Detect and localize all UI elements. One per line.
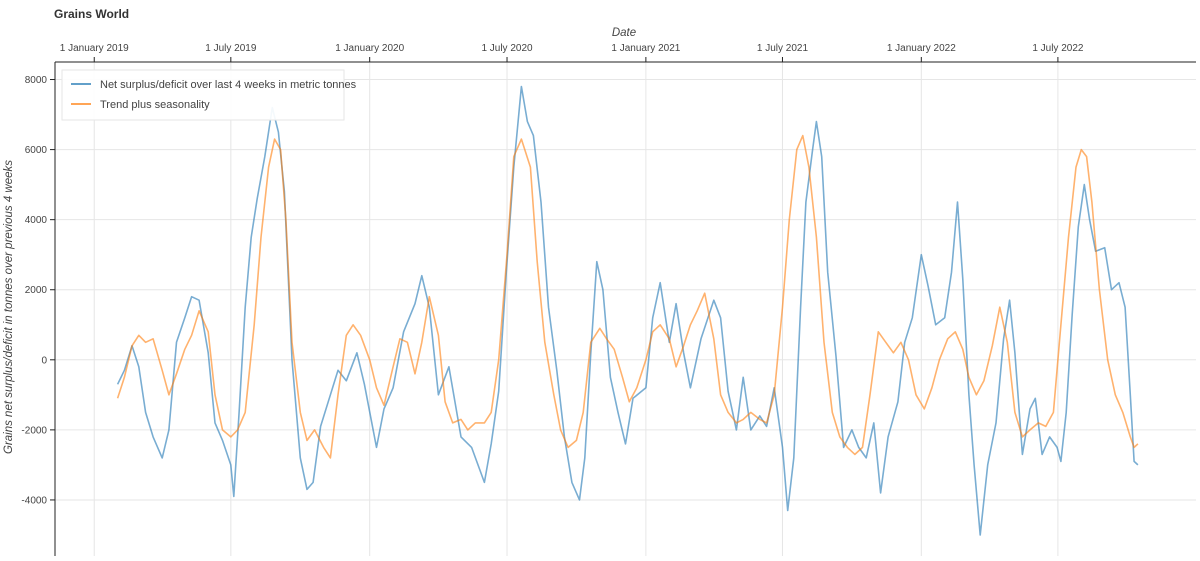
x-axis-label: Date (612, 27, 636, 39)
y-tick-label: 8000 (25, 75, 48, 86)
legend-item-2[interactable]: Trend plus seasonality (100, 99, 210, 111)
axes: 1 January 2019 1 July 2019 1 January 2020 1… (21, 43, 1196, 556)
y-tick-label: -2000 (21, 425, 47, 436)
y-axis-label: Grains net surplus/deficit in tonnes ove… (3, 160, 15, 454)
x-tick-label: 1 July 2021 (757, 43, 809, 54)
series-line-1 (116, 85, 1139, 536)
y-tick-label: 4000 (25, 215, 48, 226)
y-tick-label: 6000 (25, 145, 48, 156)
chart-title: Grains World (54, 7, 129, 21)
y-tick-label: 0 (41, 355, 47, 366)
x-tick-label: 1 July 2022 (1032, 43, 1084, 54)
x-tick-label: 1 January 2022 (887, 43, 956, 54)
legend-item-1[interactable]: Net surplus/deficit over last 4 weeks in… (100, 79, 357, 91)
x-tick-label: 1 July 2020 (481, 43, 533, 54)
legend-box (61, 69, 345, 121)
y-tick-label: -4000 (21, 495, 47, 506)
series-layer (116, 85, 1139, 536)
x-tick-label: 1 January 2020 (335, 43, 404, 54)
x-tick-label: 1 January 2019 (60, 43, 129, 54)
x-tick-label: 1 July 2019 (205, 43, 257, 54)
x-tick-label: 1 January 2021 (611, 43, 680, 54)
legend[interactable]: Net surplus/deficit over last 4 weeks in… (61, 69, 357, 121)
series-line-2 (116, 134, 1139, 459)
grid (55, 62, 1196, 556)
y-tick-label: 2000 (25, 285, 48, 296)
